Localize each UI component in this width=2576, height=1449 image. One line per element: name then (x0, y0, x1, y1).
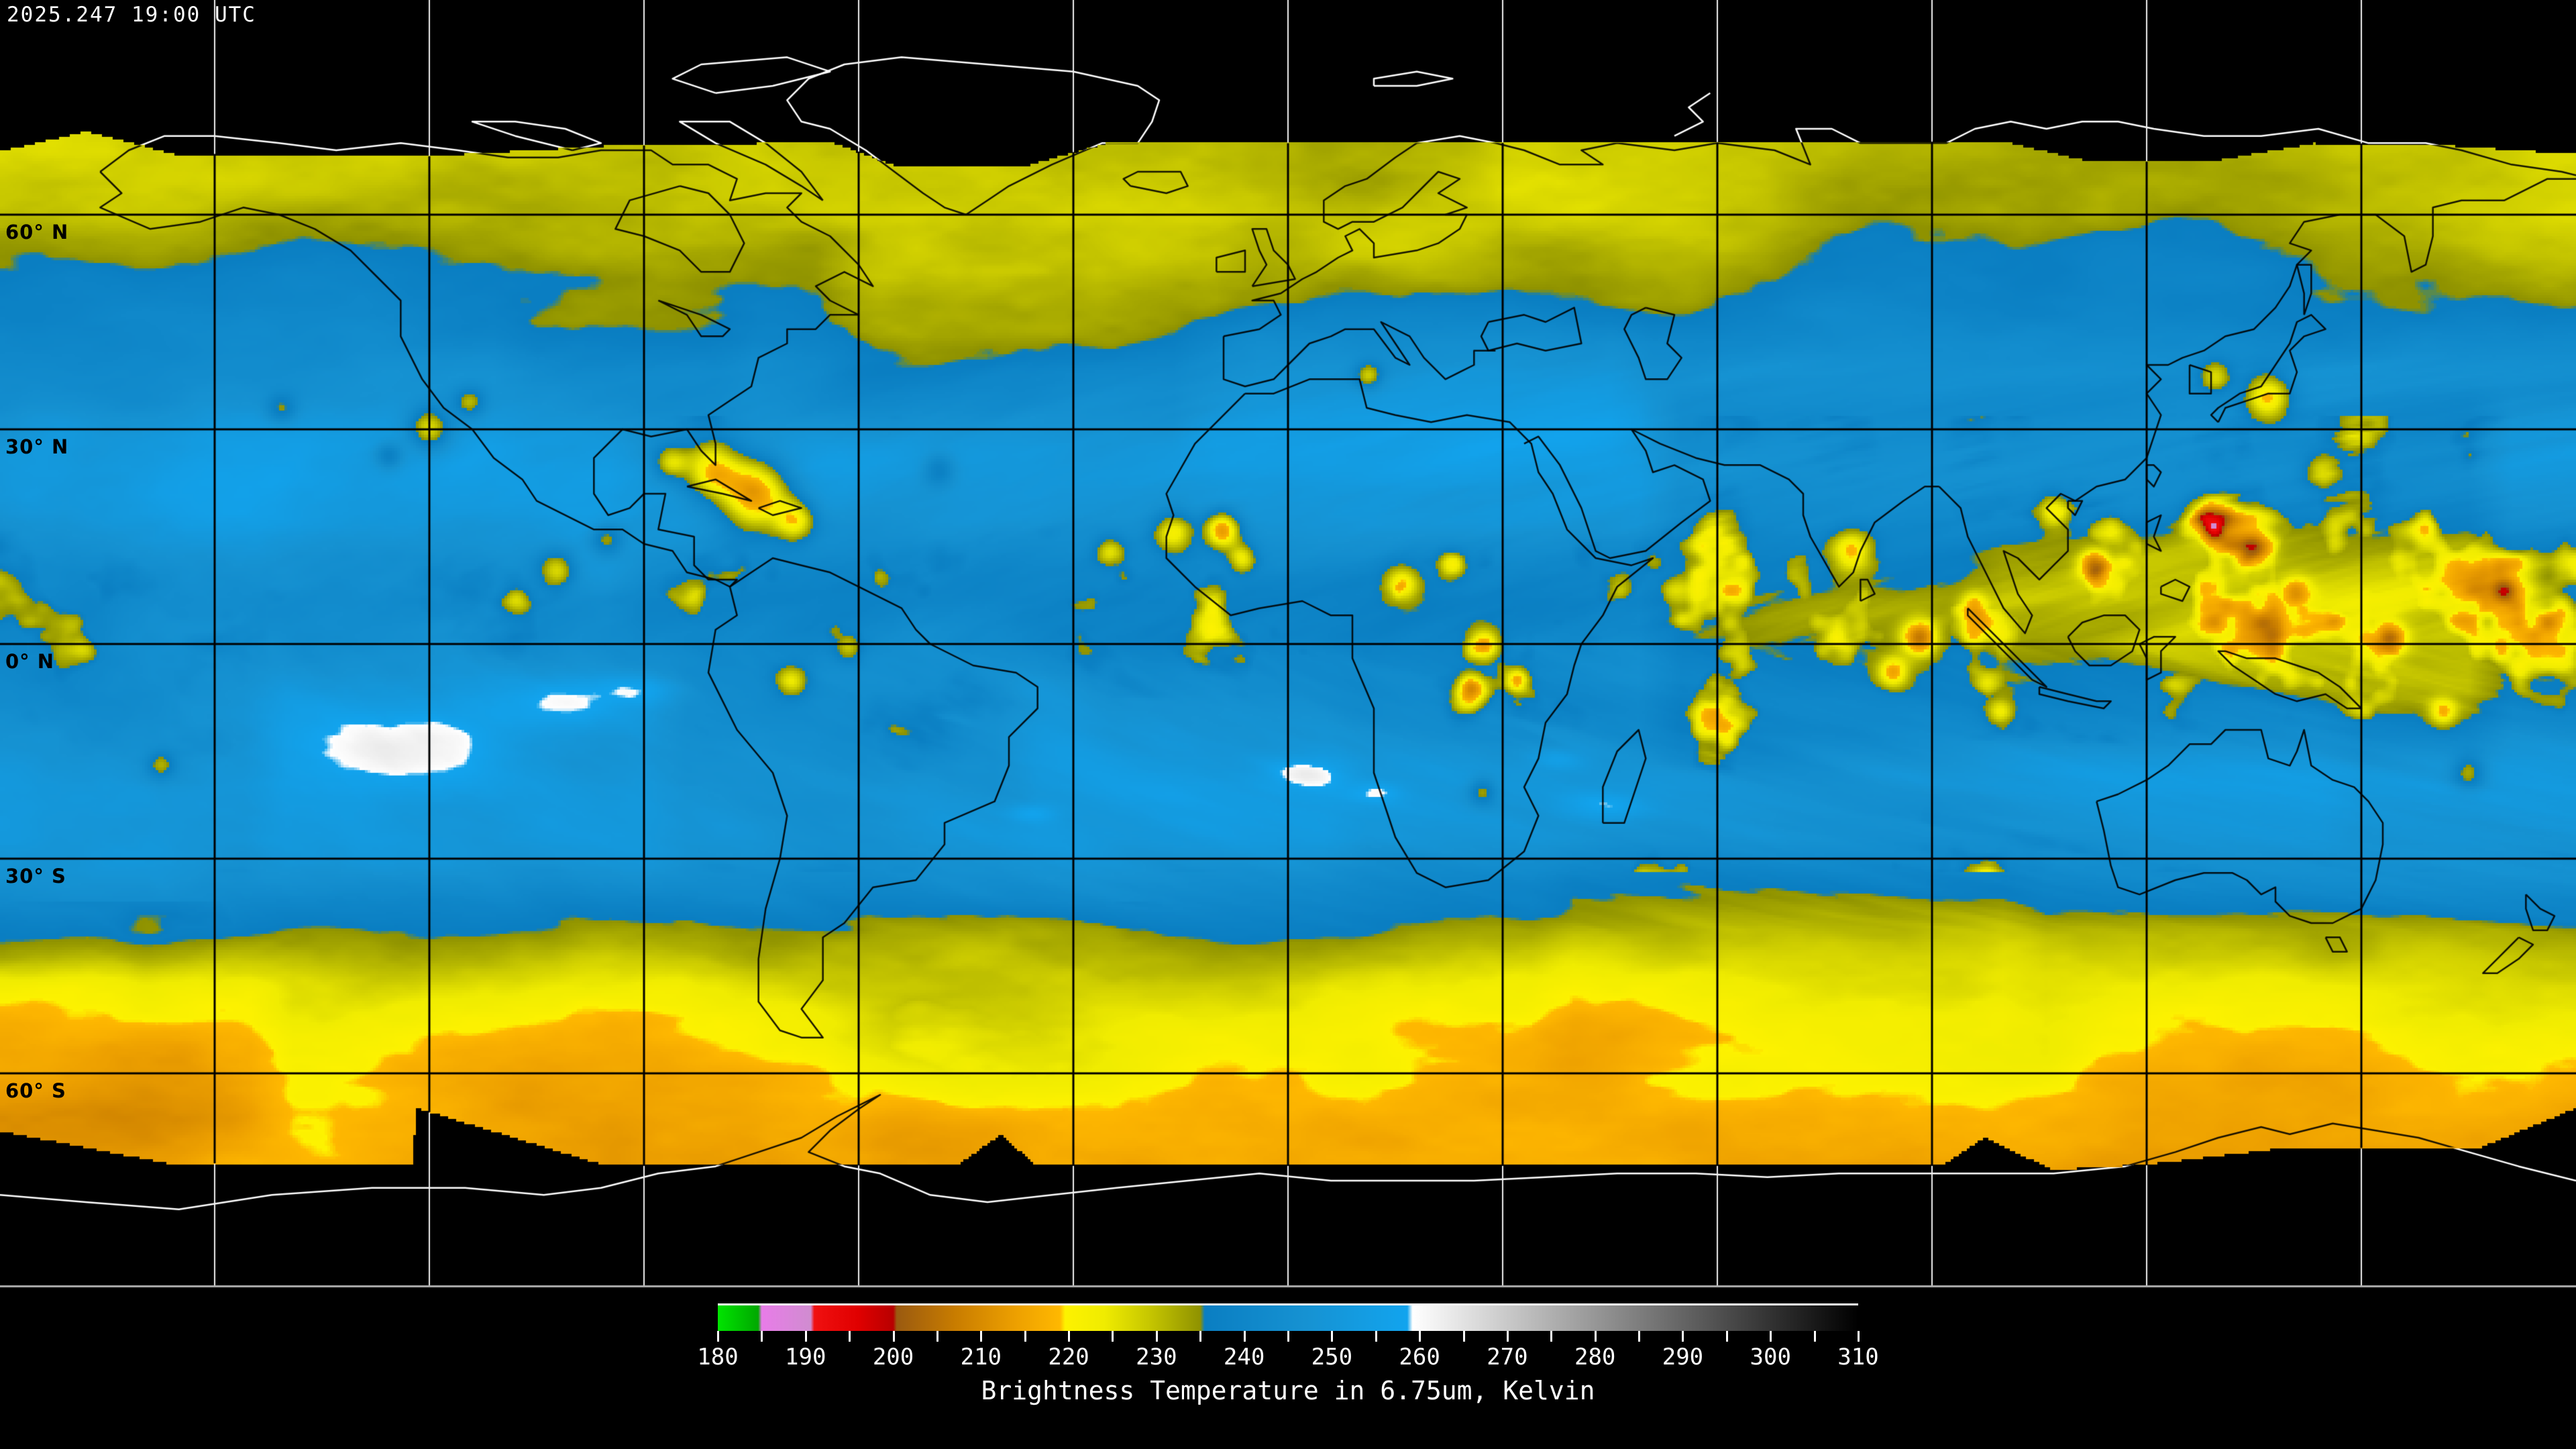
colorbar-tick (1419, 1331, 1421, 1342)
colorbar-tick (849, 1331, 851, 1342)
colorbar-tick-label: 250 (1311, 1344, 1353, 1371)
colorbar-tick (980, 1331, 983, 1342)
colorbar-tick-label: 200 (872, 1344, 914, 1371)
colorbar-tick-label: 240 (1223, 1344, 1265, 1371)
latitude-label: 60° S (5, 1079, 66, 1102)
colorbar-tick (1725, 1331, 1728, 1342)
latitude-label: 30° S (5, 865, 66, 888)
colorbar-tick-label: 290 (1662, 1344, 1704, 1371)
colorbar-tick (936, 1331, 938, 1342)
colorbar-tick (1024, 1331, 1026, 1342)
colorbar-tick (1813, 1331, 1816, 1342)
timestamp-label: 2025.247 19:00 UTC (7, 3, 256, 27)
colorbar-tick-label: 180 (697, 1344, 739, 1371)
colorbar-tick (1462, 1331, 1465, 1342)
colorbar-tick (717, 1331, 719, 1342)
colorbar-tick (1506, 1331, 1509, 1342)
colorbar-tick (1770, 1331, 1772, 1342)
latitude-label: 60° N (5, 221, 69, 244)
colorbar-tick-label: 230 (1136, 1344, 1177, 1371)
colorbar-tick (1858, 1331, 1860, 1342)
colorbar-tick (804, 1331, 807, 1342)
colorbar-tick (1331, 1331, 1334, 1342)
colorbar-tick (1068, 1331, 1071, 1342)
colorbar-tick-label: 270 (1487, 1344, 1528, 1371)
colorbar-tick-label: 300 (1750, 1344, 1791, 1371)
colorbar-tick-label: 260 (1399, 1344, 1440, 1371)
colorbar-tick (1638, 1331, 1641, 1342)
colorbar-title: Brightness Temperature in 6.75um, Kelvin (981, 1376, 1595, 1405)
colorbar-tick-label: 280 (1574, 1344, 1616, 1371)
colorbar-tick (1594, 1331, 1597, 1342)
colorbar-tick (1243, 1331, 1246, 1342)
colorbar-tick (892, 1331, 895, 1342)
colorbar-tick (1155, 1331, 1158, 1342)
colorbar-tick (1550, 1331, 1553, 1342)
colorbar-tick (1112, 1331, 1114, 1342)
colorbar-gradient-bar (718, 1303, 1858, 1331)
colorbar: 180 190 200 210 220 230 240 250 260 270 280 290 300 3… (697, 1303, 1879, 1411)
colorbar-tick (1375, 1331, 1377, 1342)
world-map-canvas (0, 0, 2576, 1288)
colorbar-tick-label: 190 (785, 1344, 826, 1371)
colorbar-tick-label: 210 (960, 1344, 1002, 1371)
latitude-label: 0° N (5, 650, 55, 673)
colorbar-tick (1287, 1331, 1289, 1342)
colorbar-tick-label: 220 (1048, 1344, 1089, 1371)
colorbar-tick (1199, 1331, 1202, 1342)
latitude-label: 30° N (5, 435, 69, 458)
colorbar-tick (1682, 1331, 1684, 1342)
colorbar-tick-label: 310 (1837, 1344, 1879, 1371)
colorbar-tick (761, 1331, 763, 1342)
